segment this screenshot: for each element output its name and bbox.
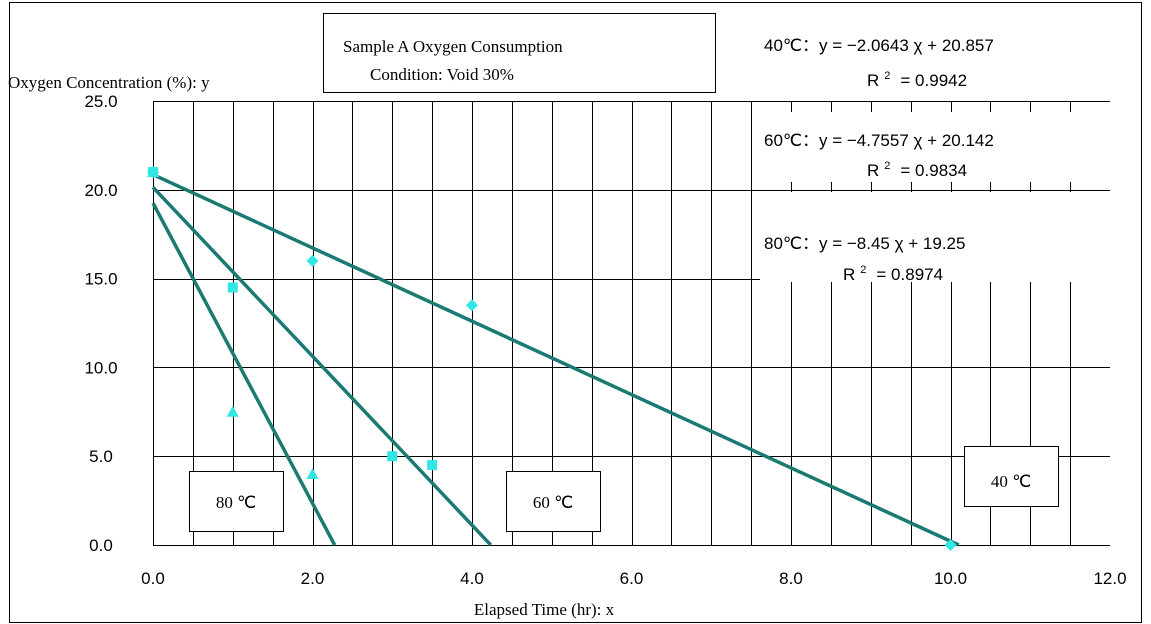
data-point-diamond [466, 299, 478, 312]
chart-title-line1: Sample A Oxygen Consumption [343, 37, 563, 56]
trendline-equation: 60℃：y = −4.7557 χ + 20.142 [764, 131, 994, 150]
series-label: 60 ℃ [533, 493, 573, 512]
x-tick-label: 6.0 [620, 569, 644, 588]
x-tick-label: 4.0 [460, 569, 484, 588]
data-point-diamond [944, 539, 957, 551]
r-squared-label: R 2 = 0.9942 [867, 70, 967, 90]
chart-frame [9, 2, 1142, 623]
y-tick-label: 15.0 [84, 270, 117, 289]
title-box [323, 13, 716, 93]
data-point-triangle [147, 166, 159, 178]
equation-box [760, 112, 1112, 182]
data-point-triangle [306, 467, 319, 479]
x-tick-label: 0.0 [141, 569, 165, 588]
y-tick-label: 25.0 [84, 92, 117, 111]
y-tick-label: 5.0 [89, 447, 113, 466]
series-label: 40 ℃ [991, 472, 1031, 491]
x-tick-label: 8.0 [779, 569, 803, 588]
x-axis-title: Elapsed Time (hr): x [474, 600, 615, 619]
series-label: 80 ℃ [216, 493, 256, 512]
data-point-square [387, 451, 398, 462]
series-label-box [506, 471, 601, 532]
overlay-layer: Oxygen Concentration (%): y Elapsed Time … [8, 8, 1132, 619]
x-tick-label: 10.0 [934, 569, 967, 588]
y-axis-title: Oxygen Concentration (%): y [8, 73, 210, 92]
y-tick-label: 10.0 [84, 358, 117, 377]
data-point-square [227, 282, 238, 293]
r-squared-label: R 2 = 0.8974 [843, 264, 943, 284]
trendline [152, 172, 960, 547]
r-squared-label: R 2 = 0.9834 [867, 160, 967, 180]
series-label-box [189, 471, 284, 532]
equation-box [752, 8, 1132, 96]
equation-box [760, 192, 1112, 282]
series-label-box [964, 446, 1059, 507]
trendline [151, 186, 493, 547]
data-point-diamond [306, 254, 319, 267]
x-tick-label: 2.0 [301, 569, 325, 588]
y-tick-label: 0.0 [89, 536, 113, 555]
data-point-square [427, 460, 438, 471]
data-point-triangle [226, 405, 239, 417]
trendline-equation: 80℃：y = −8.45 χ + 19.25 [764, 234, 965, 253]
trendline-equation: 40℃：y = −2.0643 χ + 20.857 [764, 36, 994, 55]
y-tick-label: 20.0 [84, 181, 117, 200]
chart-title-line2: Condition: Void 30% [370, 65, 514, 84]
x-tick-label: 12.0 [1093, 569, 1126, 588]
trendline [151, 202, 337, 546]
